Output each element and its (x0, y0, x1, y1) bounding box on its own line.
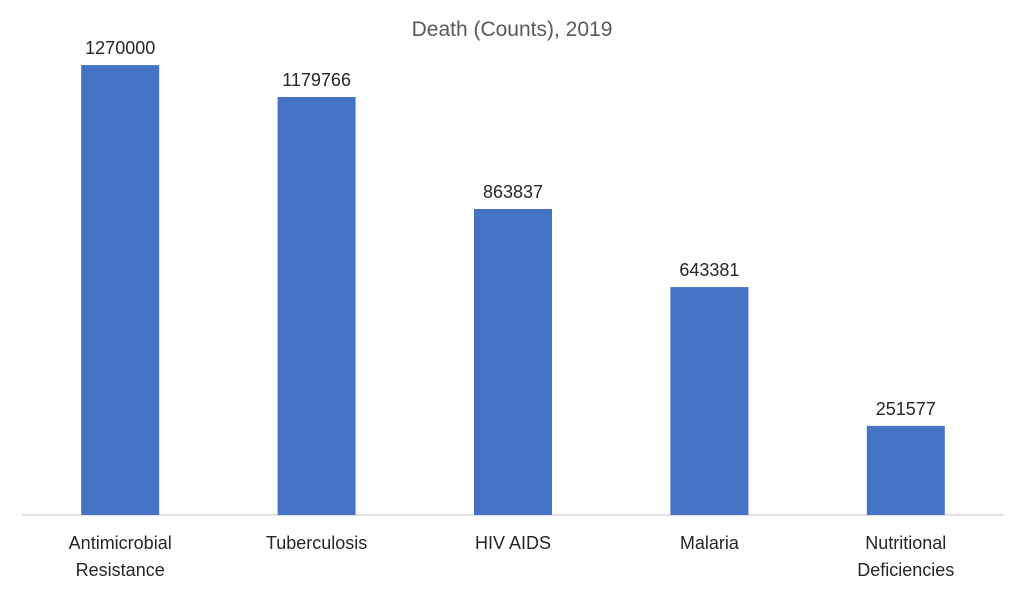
category-label-2: HIV AIDS (475, 533, 551, 553)
bars-group (81, 65, 945, 515)
bar-3 (670, 287, 749, 515)
data-label-4: 251577 (876, 399, 936, 419)
bar-1 (277, 97, 356, 515)
category-labels-group: Antimicrobial Resistance Tuberculosis HIV A… (69, 533, 955, 580)
category-label-4-line-0: Nutritional (865, 533, 946, 553)
data-label-2: 863837 (483, 182, 543, 202)
data-label-1: 1179766 (282, 70, 351, 90)
data-labels-group: 1270000 1179766 863837 643381 251577 (85, 38, 936, 419)
category-label-4-line-1: Deficiencies (857, 560, 954, 580)
data-label-0: 1270000 (85, 38, 155, 58)
category-label-0-line-0: Antimicrobial (69, 533, 172, 553)
chart-title: Death (Counts), 2019 (412, 18, 613, 41)
category-label-1: Tuberculosis (266, 533, 367, 553)
bar-0 (81, 65, 160, 515)
data-label-3: 643381 (679, 260, 739, 280)
category-label-0-line-1: Resistance (76, 560, 165, 580)
category-label-3: Malaria (680, 533, 740, 553)
bar-2 (474, 209, 552, 515)
bar-4 (866, 425, 945, 515)
